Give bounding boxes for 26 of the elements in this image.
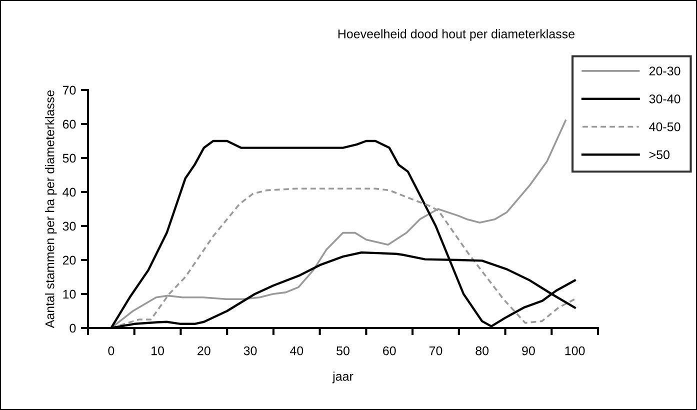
legend-label: >50 [649,150,670,160]
chart-title: Hoeveelheid dood hout per diameterklasse [338,29,574,41]
x-tick-label: 20 [198,346,210,356]
x-tick-label: 100 [565,346,585,356]
legend-label: 30-40 [649,94,680,104]
legend-label: 20-30 [649,66,680,76]
y-tick-label: 30 [62,222,76,231]
x-tick-label: 80 [476,346,489,356]
x-tick-label: 0 [108,346,114,356]
x-tick-label: 10 [152,346,164,356]
x-tick-label: 30 [244,346,257,356]
x-axis-title: jaar [332,372,354,384]
y-tick-label: 60 [62,120,76,129]
x-tick-label: 70 [429,346,442,356]
y-tick-label: 50 [62,154,76,163]
y-tick-label: 20 [62,256,76,265]
y-tick-label: 10 [63,290,76,299]
y-tick-label: 40 [62,188,76,197]
y-axis-title: Aantal stammen per ha per diameterklasse [45,90,57,328]
x-tick-label: 60 [383,346,396,356]
y-tick-label: 70 [62,86,76,95]
x-tick-label: 50 [336,346,350,356]
y-tick-label: 0 [70,324,76,333]
legend-label: 40-50 [649,122,680,132]
x-tick-label: 90 [522,346,535,356]
x-tick-label: 40 [290,346,304,356]
